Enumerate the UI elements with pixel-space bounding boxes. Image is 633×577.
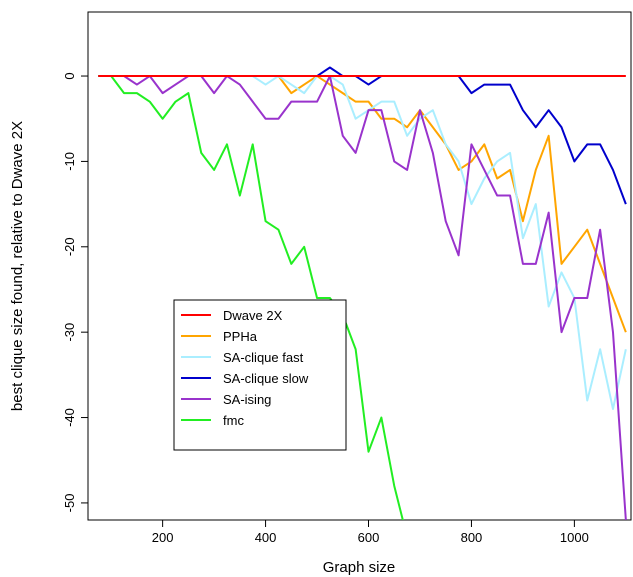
legend-label: SA-ising: [223, 392, 271, 407]
series-line-sa-clique-slow: [98, 66, 627, 205]
series-line-fmc: [98, 75, 404, 520]
y-tick-label: -50: [62, 494, 77, 513]
legend-box: [173, 299, 347, 451]
legend-label: SA-clique slow: [223, 371, 309, 386]
legend: Dwave 2X PPHa SA-clique fast SA-clique slow…: [173, 299, 347, 451]
y-tick-label: -20: [62, 237, 77, 256]
legend-label: fmc: [223, 413, 244, 428]
y-tick-label: -30: [62, 323, 77, 342]
y-tick-label: 0: [62, 72, 77, 79]
y-axis-label: best clique size found, relative to Dwav…: [9, 121, 26, 411]
x-tick-label: 600: [358, 530, 380, 545]
y-axis: 0 -10 -20 -30 -40 -50: [62, 72, 88, 512]
series-lines: [98, 66, 627, 520]
x-tick-label: 1000: [560, 530, 589, 545]
y-tick-label: -40: [62, 408, 77, 427]
y-tick-label: -10: [62, 152, 77, 171]
x-tick-label: 400: [255, 530, 277, 545]
x-axis: 200 400 600 800 1000: [152, 520, 589, 545]
legend-label: SA-clique fast: [223, 350, 304, 365]
x-tick-label: 800: [461, 530, 483, 545]
legend-label: Dwave 2X: [223, 308, 283, 323]
plot-frame: [87, 11, 632, 521]
legend-label: PPHa: [223, 329, 258, 344]
series-line-sa-ising: [98, 75, 627, 520]
x-tick-label: 200: [152, 530, 174, 545]
x-axis-label: Graph size: [323, 559, 396, 576]
